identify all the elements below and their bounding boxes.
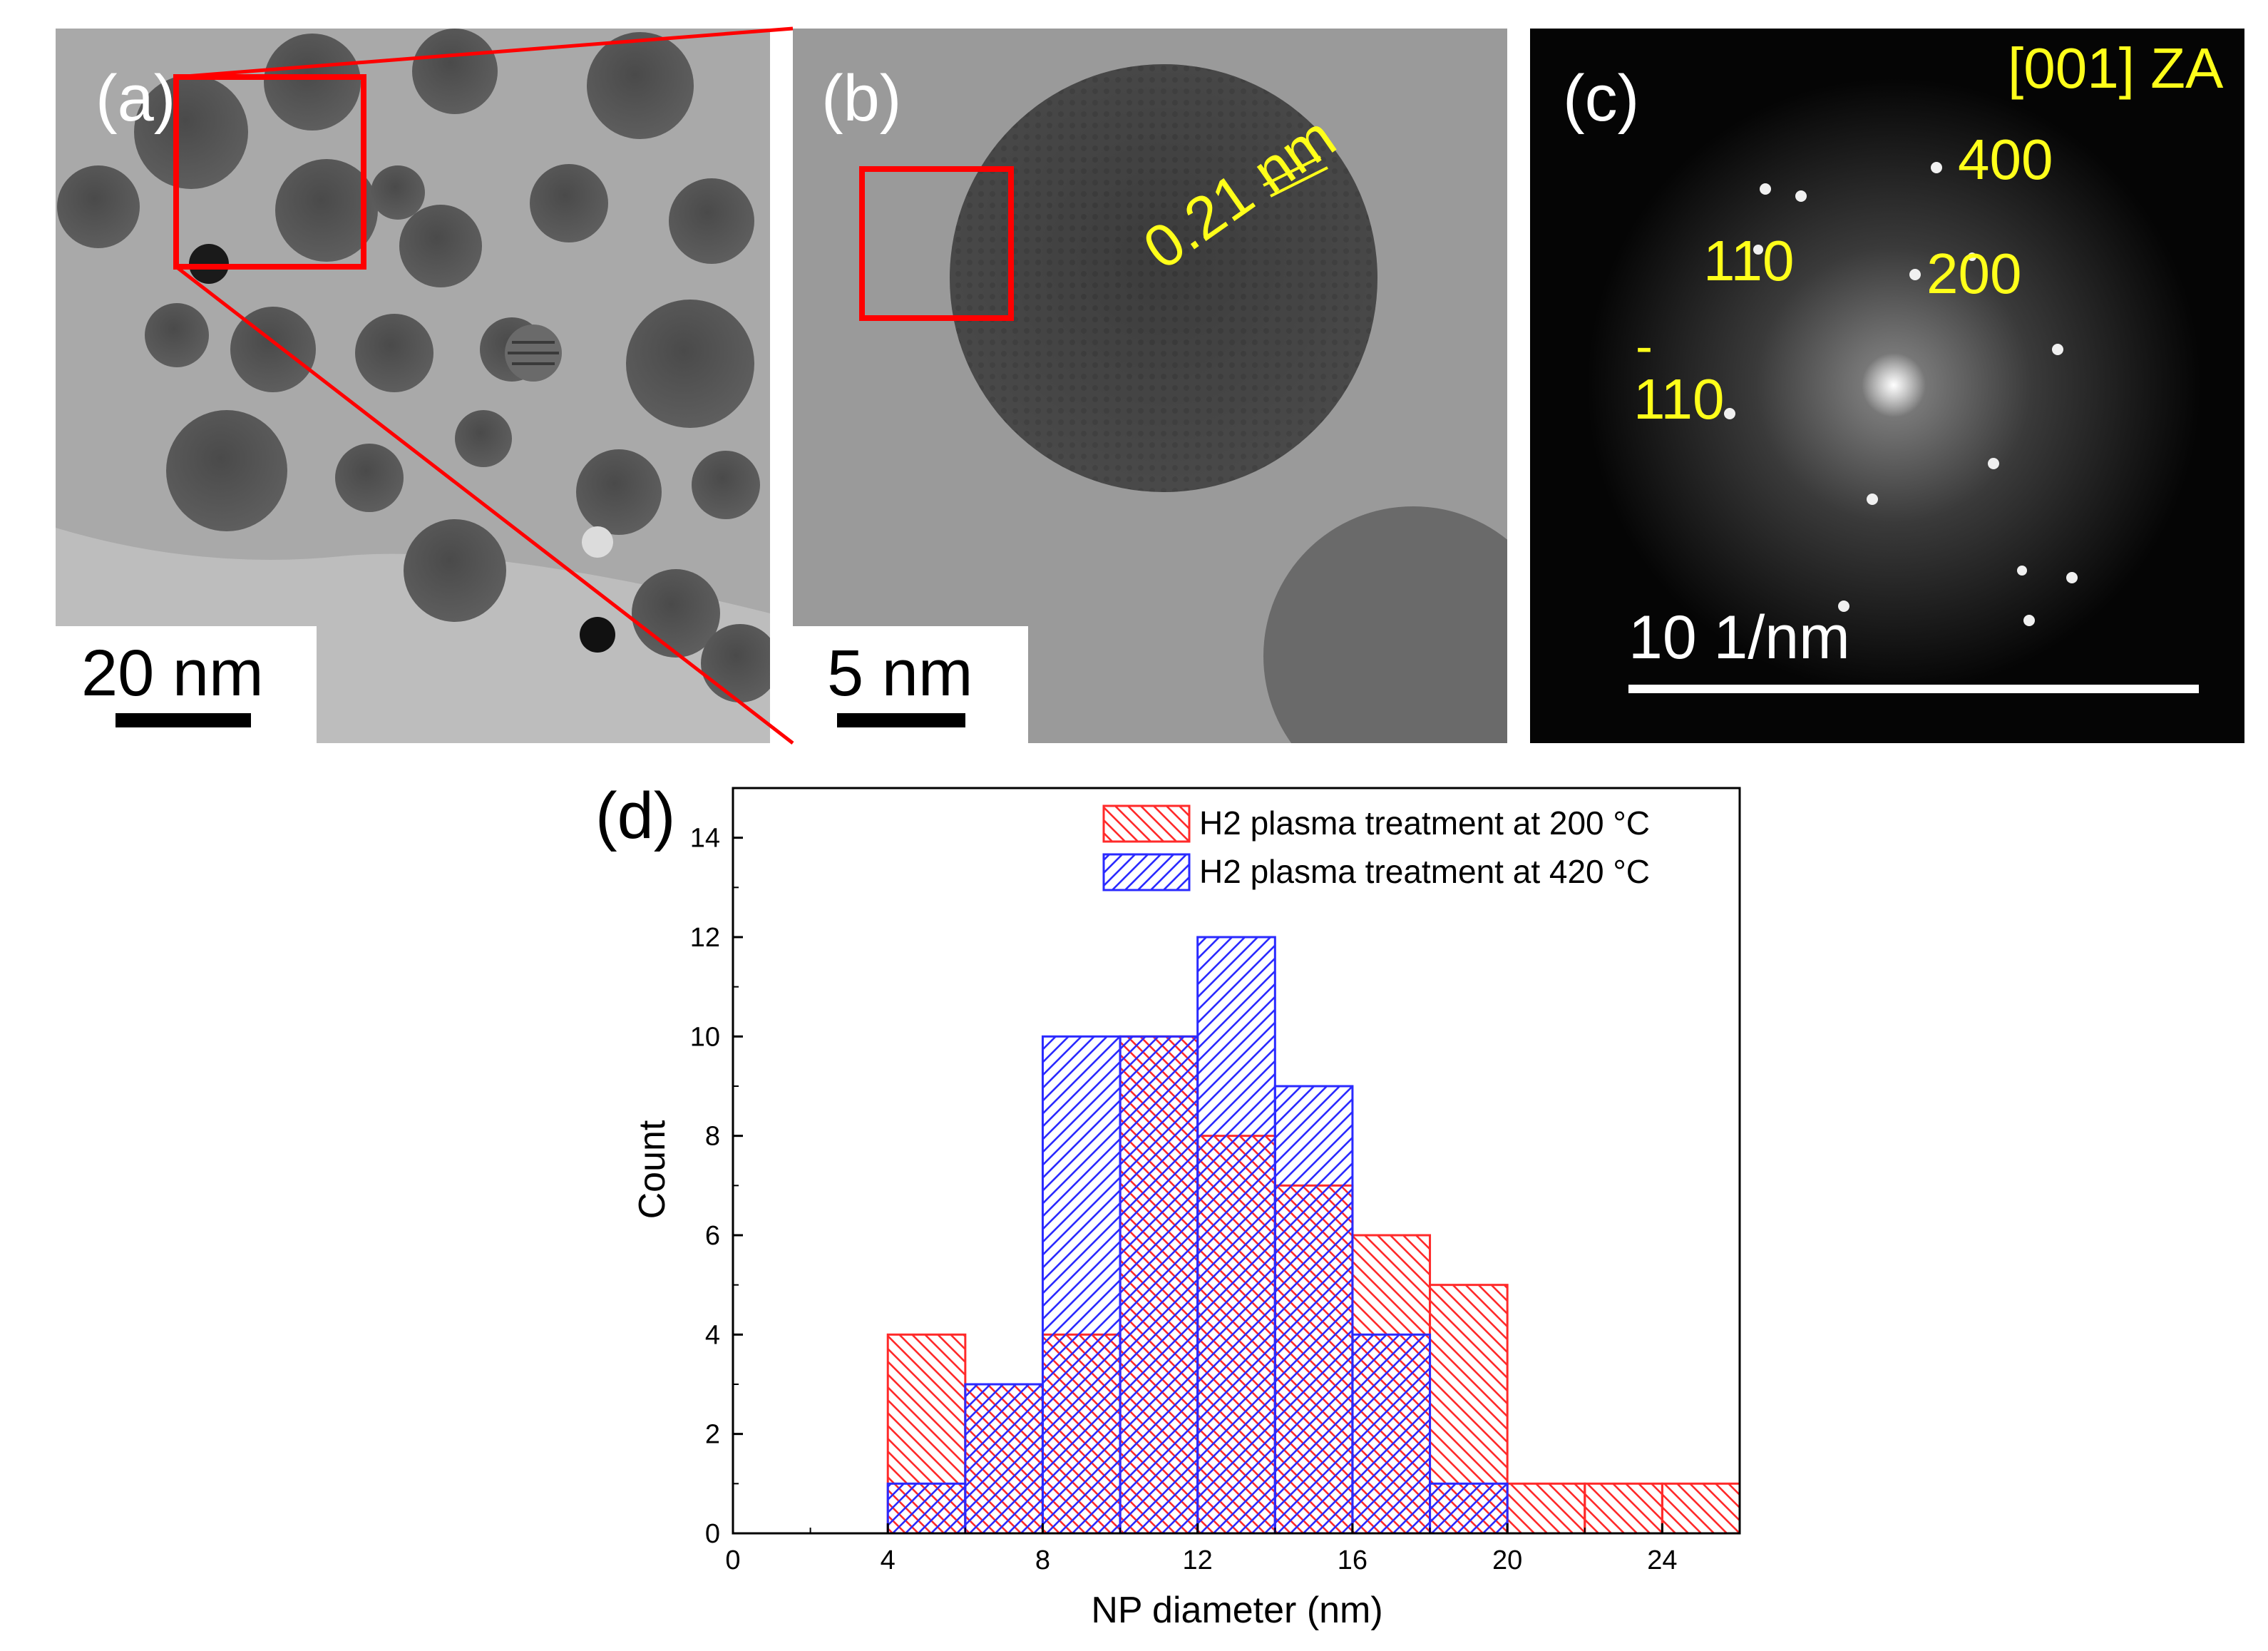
spot-label-bar-110: 110 <box>1633 367 1725 431</box>
histogram-bar <box>1351 1333 1432 1535</box>
legend-swatch <box>1102 853 1191 891</box>
x-tick-label: 8 <box>1035 1545 1050 1575</box>
panel-b-hrtem-image: (b) 0.21 nm 5 nm <box>793 29 1507 743</box>
y-tick-label: 12 <box>690 923 720 953</box>
panel-c-diffraction-spots <box>1530 29 2244 743</box>
legend-entry: H2 plasma treatment at 200 °C <box>1199 804 1650 842</box>
panel-b-label: (b) <box>821 62 902 135</box>
panel-c-scale-text: 10 1/nm <box>1628 603 1850 672</box>
y-axis-label: Count <box>632 1120 673 1219</box>
panel-b-zoom-box <box>859 166 1014 321</box>
legend-swatch <box>1102 804 1191 843</box>
x-tick-label: 0 <box>725 1545 740 1575</box>
x-tick-label: 16 <box>1338 1545 1368 1575</box>
y-tick-label: 10 <box>690 1022 720 1052</box>
y-tick-label: 0 <box>705 1519 720 1549</box>
histogram-bar <box>1506 1482 1586 1535</box>
x-tick-label: 20 <box>1492 1545 1522 1575</box>
spot-label-bar-110-overbar: - <box>1636 318 1653 375</box>
x-tick-label: 12 <box>1183 1545 1213 1575</box>
zone-axis-label: [001] ZA <box>2008 36 2224 100</box>
panel-a-zoom-box <box>173 74 366 270</box>
x-axis-label: NP diameter (nm) <box>1091 1590 1382 1631</box>
histogram-bar <box>1273 1085 1354 1535</box>
panel-a-scale-box: 20 nm <box>56 626 317 743</box>
plot-frame <box>732 787 1741 1535</box>
legend-entry: H2 plasma treatment at 420 °C <box>1199 853 1650 890</box>
spot-label-110: 110 <box>1703 229 1795 292</box>
panel-b-scale-bar <box>837 713 965 727</box>
y-tick-label: 14 <box>690 824 720 854</box>
spot-label-400: 400 <box>1958 128 2053 191</box>
y-tick-label: 2 <box>705 1420 720 1450</box>
panel-c-scale-bar <box>1628 685 2199 693</box>
panel-b-particle <box>793 29 1507 743</box>
panel-a-scale-text: 20 nm <box>81 637 264 710</box>
histogram-bar <box>964 1383 1044 1535</box>
zoom-line-top <box>175 26 794 79</box>
panel-a-scale-bar <box>116 713 251 727</box>
x-tick-label: 24 <box>1647 1545 1677 1575</box>
panel-a-tem-image: (a) 20 nm <box>56 29 770 743</box>
y-tick-label: 8 <box>705 1122 720 1152</box>
panel-c-label: (c) <box>1563 62 1640 135</box>
y-tick-label: 4 <box>705 1320 720 1350</box>
x-tick-label: 4 <box>881 1545 896 1575</box>
panel-b-scale-box: 5 nm <box>793 626 1028 743</box>
zoom-line-bottom <box>175 265 794 745</box>
panel-a-label: (a) <box>96 62 176 135</box>
histogram-bar <box>1429 1482 1509 1535</box>
panel-a-particles <box>56 29 770 743</box>
panel-d-label: (d) <box>595 780 675 852</box>
histogram-bar <box>1661 1482 1741 1535</box>
panel-c-fft-pattern: (c) [001] ZA 400 110 200 - 110 10 1/nm <box>1530 29 2244 743</box>
panel-b-scale-text: 5 nm <box>827 637 973 710</box>
y-tick-label: 6 <box>705 1221 720 1251</box>
spot-label-200: 200 <box>1926 242 2022 305</box>
histogram-bar <box>1119 1035 1199 1535</box>
